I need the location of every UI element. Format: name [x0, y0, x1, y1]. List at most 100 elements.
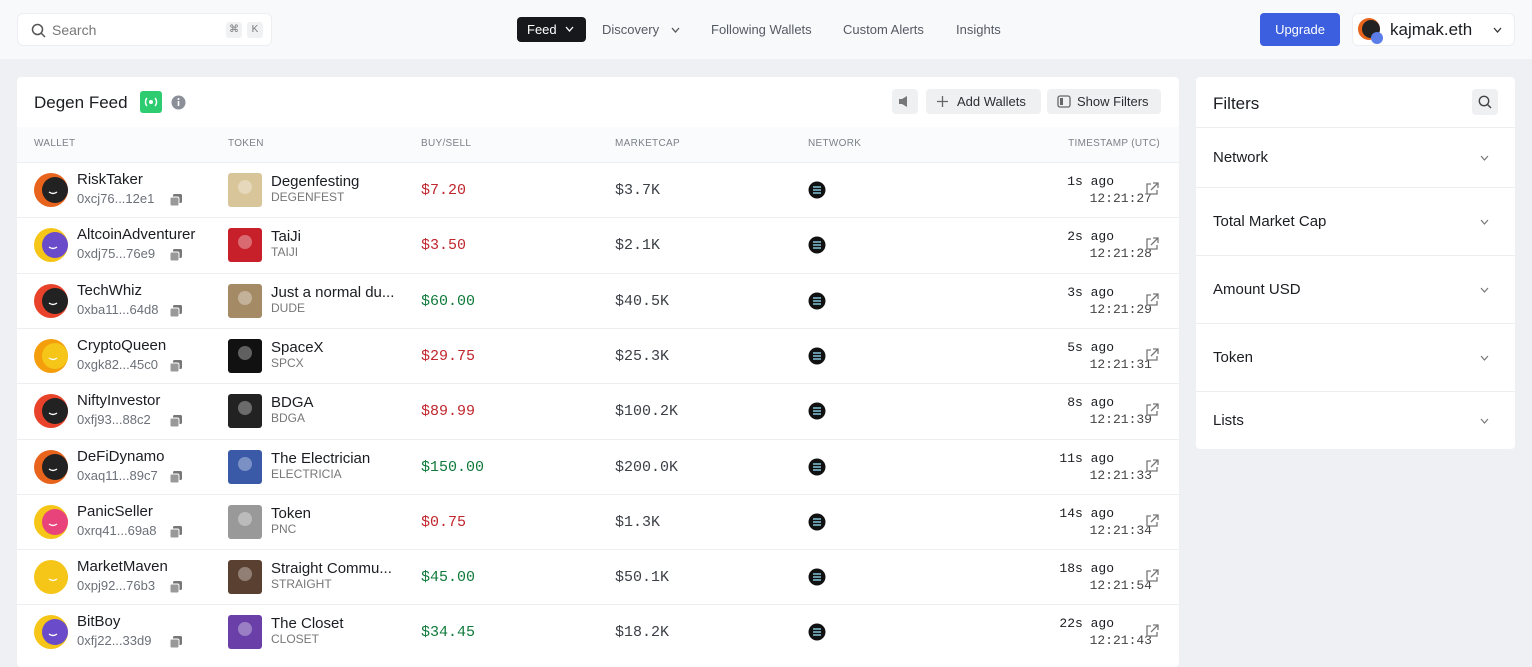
wallet-address: 0xba11...64d8 [77, 301, 159, 317]
nav-alerts[interactable]: Custom Alerts [843, 22, 924, 37]
user-menu[interactable]: kajmak.eth [1352, 13, 1515, 46]
column-header: WALLET [34, 138, 76, 149]
wallet-name: DeFiDynamo [77, 447, 165, 465]
copy-icon[interactable] [170, 525, 183, 538]
chevron [1480, 287, 1489, 293]
wallet-address: 0xgk82...45c0 [77, 356, 158, 372]
user-name: kajmak.eth [1390, 20, 1473, 39]
external-link[interactable] [1145, 569, 1159, 583]
timestamp: 12:21:39 [1089, 412, 1152, 428]
filter-item[interactable]: Network [1196, 127, 1515, 187]
copy-icon[interactable] [170, 415, 183, 428]
timestamp: 12:21:54 [1089, 578, 1152, 594]
token-name: Token [271, 504, 312, 522]
info-icon[interactable] [171, 95, 186, 110]
filter-item[interactable]: Lists [1196, 391, 1515, 449]
wallet-avatar [34, 173, 68, 207]
feed-row[interactable]: BitBoy 0xfj22...33d9 The Closet CLOSET $34.4… [17, 604, 1179, 659]
feed-row[interactable]: DeFiDynamo 0xaq11...89c7 The Electrician EL… [17, 438, 1179, 494]
external-link[interactable] [1145, 458, 1159, 473]
external-link[interactable] [1145, 348, 1159, 362]
token-image [228, 449, 262, 484]
button-label: Add Wallets [957, 94, 1026, 109]
wallet-name: CryptoQueen [77, 336, 167, 354]
external-link[interactable] [1145, 237, 1159, 251]
wallet-address: 0xdj75...76e9 [77, 246, 156, 262]
token-image [228, 394, 262, 429]
copy-icon[interactable] [170, 581, 183, 594]
show-filters-button[interactable]: Show Filters [1047, 89, 1161, 114]
token-name: Straight Commu... [271, 560, 392, 578]
filter-item[interactable]: Amount USD [1196, 255, 1515, 323]
wallet-name: AltcoinAdventurer [77, 226, 196, 244]
token-symbol: STRAIGHT [271, 577, 332, 592]
user-avatar [1358, 18, 1383, 44]
column-header: TOKEN [228, 138, 264, 149]
token-symbol: BDGA [271, 411, 306, 426]
buy-sell-amount: $3.50 [421, 237, 467, 255]
copy-icon[interactable] [170, 359, 183, 372]
wallet-avatar [34, 394, 68, 429]
copy-icon[interactable] [170, 249, 183, 262]
buy-sell-amount: $45.00 [421, 569, 476, 587]
nav-insights[interactable]: Insights [956, 22, 1001, 37]
feed-row[interactable]: RiskTaker 0xcj76...12e1 Degenfesting DEGENF… [17, 162, 1179, 217]
wallet-avatar [34, 560, 68, 595]
filter-label: Network [1213, 149, 1269, 166]
search-icon [31, 23, 46, 38]
external-link[interactable] [1145, 624, 1159, 638]
buy-sell-amount: $34.45 [421, 624, 476, 642]
nav-following[interactable]: Following Wallets [711, 22, 812, 37]
wallet-avatar [34, 283, 68, 318]
filter-item[interactable]: Token [1196, 323, 1515, 391]
filter-item[interactable]: Total Market Cap [1196, 187, 1515, 255]
token-image [228, 560, 262, 595]
mute-button[interactable] [892, 89, 918, 114]
chevron [1480, 418, 1489, 424]
copy-icon[interactable] [170, 636, 183, 649]
wallet-avatar [34, 615, 68, 650]
search-box[interactable]: Search ⌘ K [17, 13, 272, 46]
buy-sell-amount: $7.20 [421, 182, 467, 199]
feed-row[interactable]: MarketMaven 0xpj92...76b3 Straight Commu..… [17, 549, 1179, 604]
wallet-address: 0xrq41...69a8 [77, 522, 157, 538]
filter-search-button[interactable] [1472, 89, 1498, 115]
timestamp: 12:21:27 [1089, 191, 1152, 206]
external-link[interactable] [1145, 514, 1159, 528]
token-symbol: PNC [271, 521, 297, 536]
feed-row[interactable]: TechWhiz 0xba11...64d8 Just a normal du...… [17, 272, 1179, 328]
copy-icon[interactable] [170, 194, 183, 206]
copy-icon[interactable] [170, 304, 183, 317]
feed-row[interactable]: PanicSeller 0xrq41...69a8 Token PNC $0.75 $1.… [17, 493, 1179, 549]
token-image [228, 338, 262, 373]
timestamp: 12:21:29 [1089, 301, 1152, 317]
network-icon [808, 347, 826, 365]
buy-sell-amount: $60.00 [421, 292, 476, 310]
wallet-address: 0xcj76...12e1 [77, 191, 155, 206]
time-ago: 5s ago [1067, 339, 1114, 355]
feed-row[interactable]: CryptoQueen 0xgk82...45c0 SpaceX SPCX $29.75… [17, 327, 1179, 383]
column-header: MARKETCAP [615, 138, 680, 149]
time-ago: 22s ago [1059, 616, 1114, 632]
token-name: Just a normal du... [271, 283, 395, 301]
token-name: BDGA [271, 394, 314, 412]
add-wallets-button[interactable]: Add Wallets [926, 89, 1041, 114]
feed-row[interactable]: NiftyInvestor 0xfj93...88c2 BDGA BDGA $89.99… [17, 383, 1179, 438]
search-placeholder: Search [52, 22, 97, 38]
external-link[interactable] [1145, 403, 1159, 417]
nav-discovery[interactable]: Discovery [602, 17, 680, 42]
network-icon [808, 623, 826, 641]
wallet-address: 0xfj22...33d9 [77, 633, 152, 649]
feed-row[interactable]: AltcoinAdventurer 0xdj75...76e9 TaiJi TAIJI… [17, 217, 1179, 272]
copy-icon[interactable] [170, 470, 183, 483]
nav-feed[interactable]: Feed [517, 17, 586, 42]
wallet-address: 0xaq11...89c7 [77, 467, 158, 483]
external-link[interactable] [1145, 182, 1159, 196]
column-header: NETWORK [808, 138, 862, 149]
timestamp: 12:21:43 [1089, 633, 1152, 649]
upgrade-button[interactable]: Upgrade [1260, 13, 1340, 46]
button-label: Show Filters [1077, 94, 1149, 109]
token-name: SpaceX [271, 338, 324, 356]
external-link[interactable] [1145, 292, 1159, 307]
token-symbol: ELECTRICIA [271, 466, 342, 481]
